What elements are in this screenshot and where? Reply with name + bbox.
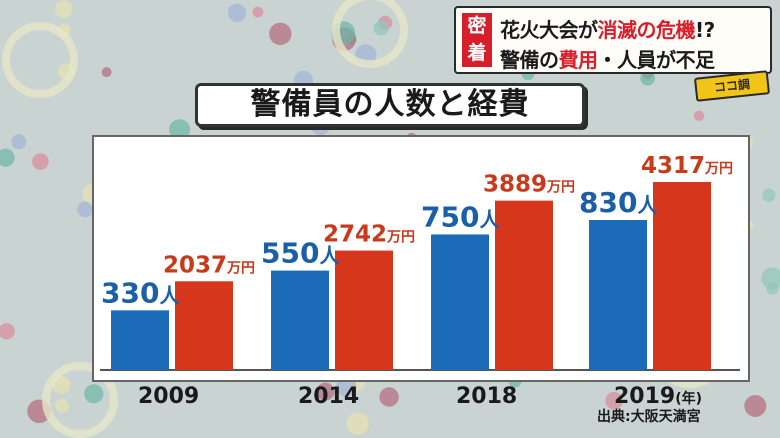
headline-1c: !?: [695, 18, 715, 42]
label-people-value: 330: [101, 276, 159, 309]
bar-cost-2009: [175, 281, 233, 370]
decor-dot: [640, 70, 655, 86]
decor-ring: [332, 0, 408, 68]
decor-dot: [11, 134, 27, 150]
bar-people-2014: [271, 270, 329, 370]
label-people-value: 830: [579, 186, 637, 219]
decor-dot: [0, 148, 15, 167]
year-value: 2014: [298, 384, 360, 409]
bar-people-2019: [589, 220, 647, 370]
label-cost-unit: 万円: [386, 230, 415, 246]
chart-title: 警備員の人数と経費: [250, 87, 530, 122]
label-people-unit: 人: [319, 244, 340, 268]
decor-dot: [269, 22, 292, 45]
label-people-2009: 330人: [101, 276, 180, 309]
label-cost-unit: 万円: [546, 180, 575, 196]
decor-dot: [227, 3, 247, 23]
decor-dot: [373, 20, 389, 36]
decor-dot: [605, 391, 623, 410]
headline-2b: 費用: [558, 48, 599, 72]
decor-dot: [77, 201, 93, 218]
decor-dot: [55, 0, 73, 18]
bar-cost-2019: [653, 182, 711, 370]
exclusive-badge: 密 着: [462, 13, 492, 67]
headline-banner: 密 着 花火大会が消滅の危機!? 警備の費用・人員が不足: [454, 6, 772, 74]
decor-dot: [252, 6, 264, 18]
label-people-value: 750: [421, 200, 479, 233]
label-cost-unit: 万円: [226, 260, 255, 276]
decor-ring: [42, 362, 118, 438]
label-people-2014: 550人: [261, 237, 340, 270]
headline-line-1: 花火大会が消滅の危機!?: [500, 14, 715, 43]
badge-char-2: 着: [467, 42, 487, 64]
decor-dot: [693, 110, 705, 122]
decor-dot: [0, 323, 15, 340]
label-cost-unit: 万円: [704, 161, 733, 177]
decor-dot: [32, 153, 49, 170]
label-cost-2014: 2742万円: [323, 222, 415, 248]
label-cost-2019: 4317万円: [641, 153, 733, 179]
label-cost-2018: 3889万円: [483, 172, 575, 198]
label-people-2018: 750人: [421, 200, 500, 233]
headline-1a: 花火大会が: [500, 18, 598, 42]
label-cost-value: 2037: [163, 252, 227, 278]
year-value: 2018: [456, 384, 518, 409]
year-label-2019: 2019(年): [614, 384, 702, 409]
source-note: 出典:大阪天満宮: [597, 409, 701, 425]
year-label-2014: 2014: [298, 384, 359, 409]
label-cost-value: 3889: [483, 172, 547, 198]
badge-char-1: 密: [467, 15, 487, 37]
bar-cost-2018: [495, 200, 553, 370]
decor-dot: [762, 188, 776, 202]
bar-people-2018: [431, 234, 489, 370]
label-people-unit: 人: [479, 207, 500, 231]
year-label-2018: 2018: [456, 384, 517, 409]
year-value: 2019: [614, 384, 676, 409]
headline-line-2: 警備の費用・人員が不足: [500, 44, 715, 73]
year-label-2009: 2009: [138, 384, 199, 409]
decor-dot: [744, 395, 767, 417]
decor-dot: [346, 412, 369, 435]
decor-dot: [316, 382, 335, 401]
decor-dot: [169, 119, 191, 141]
label-people-2019: 830人: [579, 186, 658, 219]
decor-dot: [379, 387, 399, 407]
decor-dot: [766, 282, 779, 295]
decor-dot: [101, 67, 112, 78]
headline-2c: ・人員が不足: [597, 48, 716, 72]
chart-title-box: 警備員の人数と経費: [195, 83, 585, 127]
label-people-unit: 人: [637, 193, 658, 217]
year-unit: (年): [675, 391, 703, 407]
decor-ring: [2, 22, 78, 98]
label-cost-value: 2742: [323, 222, 387, 248]
bar-people-2009: [111, 310, 169, 370]
decor-dot: [84, 384, 104, 404]
bar-cost-2014: [335, 250, 393, 370]
label-cost-value: 4317: [641, 153, 705, 179]
decor-dot: [55, 399, 69, 413]
headline-1b: 消滅の危機: [597, 18, 696, 42]
label-cost-2009: 2037万円: [163, 252, 255, 278]
label-people-value: 550: [261, 237, 319, 270]
label-people-unit: 人: [159, 283, 180, 307]
year-value: 2009: [138, 384, 200, 409]
headline-2a: 警備の: [500, 48, 559, 72]
